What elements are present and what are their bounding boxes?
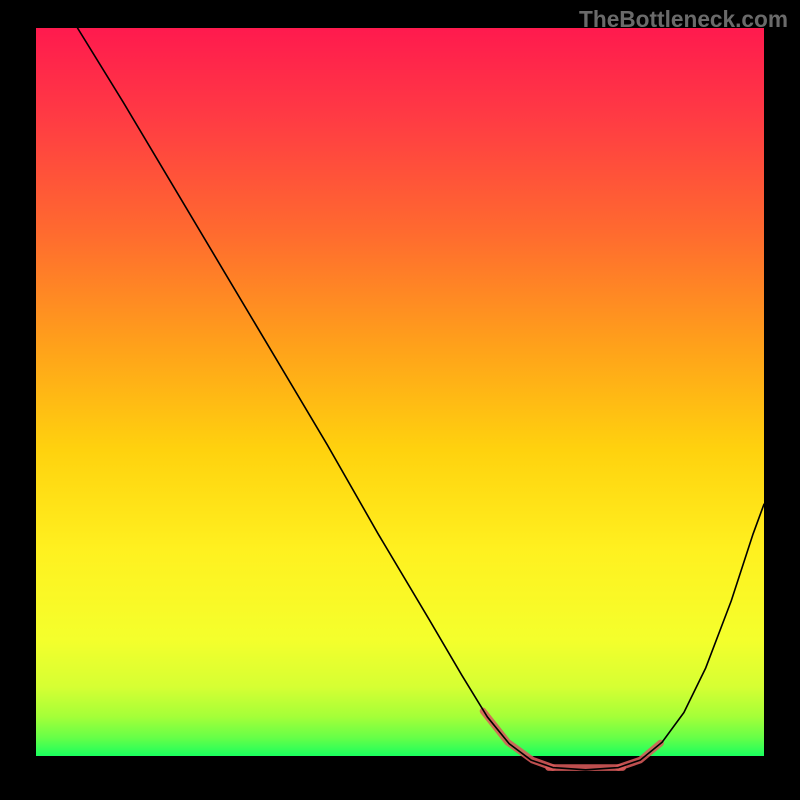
highlight-segments [483, 711, 661, 768]
highlight-seg [618, 743, 660, 768]
curve-layer [36, 28, 764, 772]
plot-area [36, 28, 764, 772]
watermark-text: TheBottleneck.com [579, 6, 788, 33]
chart-root: TheBottleneck.com [0, 0, 800, 800]
bottleneck-curve [77, 28, 764, 770]
highlight-seg [483, 711, 553, 768]
